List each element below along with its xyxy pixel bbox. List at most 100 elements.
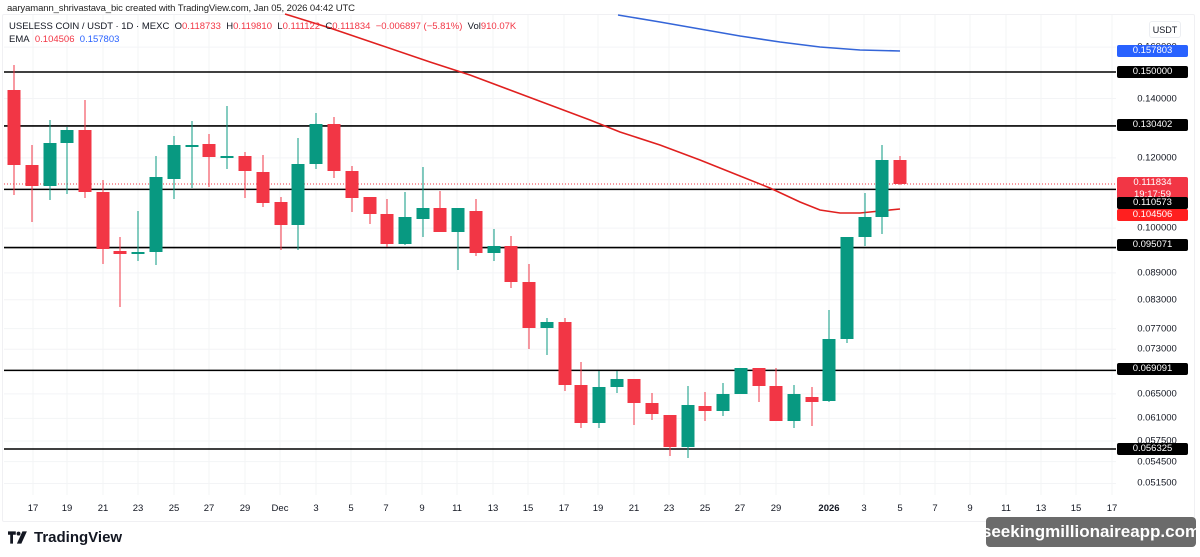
- low-value: 0.111122: [282, 21, 321, 32]
- low-label: L: [277, 21, 283, 32]
- bearish-candle: [274, 197, 288, 250]
- bearish-candle: [238, 152, 252, 198]
- volume-value: 910.07K: [480, 21, 517, 32]
- price-tick-label: 0.083000: [1137, 294, 1177, 306]
- bullish-candle: [610, 371, 624, 393]
- bullish-candle: [149, 156, 163, 265]
- time-tick-label: Dec: [271, 503, 289, 514]
- bullish-candle: [822, 310, 836, 402]
- bearish-candle: [7, 65, 21, 195]
- price-tick-label: 0.089000: [1137, 267, 1177, 279]
- price-tick-label: 0.065000: [1137, 388, 1177, 400]
- ohlc-row: USELESS COIN / USDT · 1D · MEXC O0.11873…: [9, 20, 516, 33]
- high-value: 0.119810: [233, 21, 272, 32]
- time-tick-label: 3: [861, 503, 867, 514]
- time-tick-label: 13: [487, 503, 499, 514]
- price-tag: 0.130402: [1117, 119, 1188, 131]
- price-tick-label: 0.100000: [1137, 222, 1177, 234]
- time-tick-label: 13: [1035, 503, 1047, 514]
- price-tick-label: 0.061000: [1137, 412, 1177, 424]
- time-tick-label: 27: [734, 503, 746, 514]
- ema-fast-line[interactable]: [284, 13, 901, 214]
- time-tick-label: 15: [1070, 503, 1082, 514]
- price-tag: 0.110573: [1117, 197, 1188, 209]
- change-value: −0.006897 (−5.81%): [375, 21, 463, 32]
- bullish-candle: [398, 192, 412, 245]
- bearish-candle: [698, 392, 712, 421]
- grid-lines: [4, 15, 1116, 495]
- bullish-candle: [875, 145, 889, 234]
- time-tick-label: 17: [27, 503, 39, 514]
- price-tick-label: 0.077000: [1137, 323, 1177, 335]
- time-tick-label: 9: [419, 503, 425, 514]
- time-tick-label: 5: [897, 503, 903, 514]
- watermark: seekingmillionaireapp.com: [982, 517, 1200, 547]
- time-tick-label: 27: [203, 503, 215, 514]
- time-tick-label: 29: [770, 503, 782, 514]
- bearish-candle: [893, 156, 907, 185]
- bearish-candle: [504, 236, 518, 288]
- time-tick-label: 19: [592, 503, 604, 514]
- time-tick-label: 25: [699, 503, 711, 514]
- bullish-candle: [291, 138, 305, 250]
- close-label: C: [325, 21, 333, 32]
- bearish-candle: [433, 191, 447, 232]
- time-tick-label: 11: [1001, 503, 1011, 514]
- ema-label[interactable]: EMA: [9, 34, 30, 45]
- bullish-candle: [43, 120, 57, 200]
- time-tick-label: 17: [558, 503, 570, 514]
- price-tag: 0.150000: [1117, 66, 1188, 78]
- bearish-candle: [327, 117, 341, 178]
- price-tick-label: 0.073000: [1137, 343, 1177, 355]
- bullish-candle: [451, 208, 465, 270]
- bullish-candle: [487, 229, 501, 261]
- time-tick-label: 3: [313, 503, 319, 514]
- bearish-candle: [663, 415, 677, 456]
- tradingview-logo-icon: [8, 531, 27, 544]
- time-tick-label: 9: [967, 503, 973, 514]
- bearish-candle: [627, 379, 641, 425]
- open-label: O: [174, 21, 182, 32]
- ema-slow-value: 0.157803: [79, 34, 120, 45]
- bullish-candle: [416, 167, 430, 237]
- time-tick-label: 2026: [818, 503, 840, 514]
- time-tick-label: 11: [452, 503, 462, 514]
- bullish-candle: [716, 383, 730, 416]
- bearish-candle: [96, 180, 110, 264]
- brand-name: TradingView: [34, 529, 123, 546]
- bearish-candle: [769, 368, 783, 421]
- time-tick-label: 25: [168, 503, 180, 514]
- time-tick-label: 23: [132, 503, 144, 514]
- tradingview-brand[interactable]: TradingView: [8, 529, 122, 546]
- bearish-candle: [363, 197, 377, 224]
- bullish-candle: [858, 193, 872, 246]
- price-tick-label: 0.051500: [1137, 477, 1177, 489]
- bullish-candle: [734, 368, 748, 394]
- time-tick-label: 7: [932, 503, 938, 514]
- time-tick-label: 5: [348, 503, 354, 514]
- open-value: 0.118733: [181, 21, 221, 32]
- ema-slow-line[interactable]: [617, 14, 901, 52]
- close-value: 0.111834: [332, 21, 371, 32]
- bullish-candle: [220, 106, 234, 169]
- ema-row: EMA 0.104506 0.157803: [9, 33, 516, 46]
- bearish-candle: [805, 387, 819, 426]
- bearish-candle: [469, 199, 483, 256]
- candles: [7, 65, 907, 458]
- ema-fast-value: 0.104506: [34, 34, 75, 45]
- bullish-candle: [840, 237, 854, 343]
- chart-credit: aaryamann_shrivastava_bic created with T…: [7, 3, 355, 14]
- price-tick-label: 0.140000: [1137, 93, 1177, 105]
- bearish-candle: [78, 100, 92, 198]
- time-tick-label: 19: [61, 503, 73, 514]
- bearish-candle: [25, 145, 39, 222]
- bearish-candle: [522, 264, 536, 349]
- time-tick-label: 23: [663, 503, 675, 514]
- bearish-candle: [345, 166, 359, 212]
- time-tick-label: 21: [97, 503, 109, 514]
- symbol-title[interactable]: USELESS COIN / USDT · 1D · MEXC: [9, 21, 170, 32]
- price-tag: 0.157803: [1117, 45, 1188, 57]
- currency-unit-button[interactable]: USDT: [1149, 21, 1181, 38]
- volume-label: Vol: [467, 21, 481, 32]
